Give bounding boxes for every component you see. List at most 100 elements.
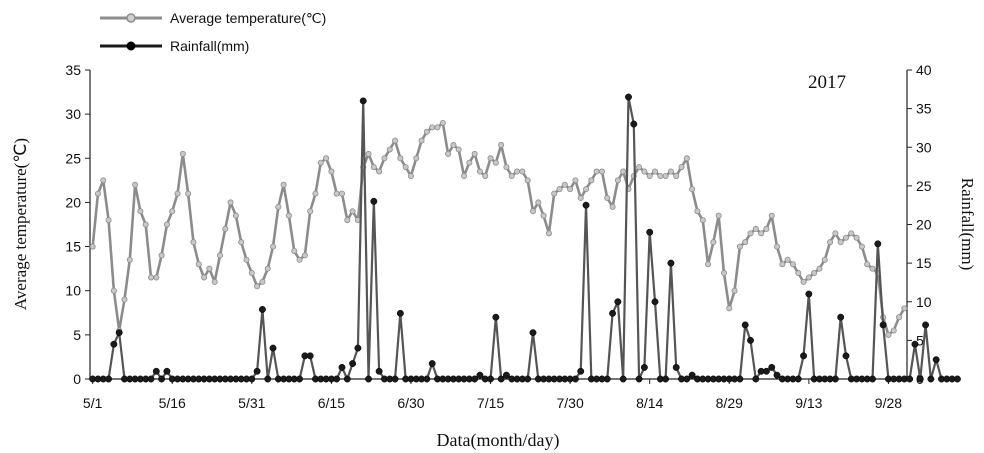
- rainfall-point: [773, 371, 781, 379]
- temperature-point: [779, 261, 786, 268]
- temperature-point: [641, 168, 648, 175]
- temperature-point: [190, 239, 197, 246]
- temperature-point: [604, 195, 611, 202]
- rainfall-point: [582, 201, 590, 209]
- rainfall-point: [752, 375, 760, 383]
- temperature-point: [689, 186, 696, 193]
- y-right-tick-label: 10: [916, 294, 932, 310]
- legend: Average temperature(℃) Rainfall(mm): [100, 10, 326, 54]
- temperature-point: [540, 212, 547, 219]
- temperature-point: [561, 181, 568, 188]
- rainfall-point: [503, 371, 510, 379]
- x-tick-label: 7/15: [477, 395, 504, 411]
- temperature-point: [429, 124, 436, 131]
- temperature-point: [434, 124, 441, 131]
- y-left-ticks: 0 5 10 15 20 25 30 35: [65, 62, 90, 387]
- temperature-point: [407, 172, 414, 179]
- temperature-point: [179, 150, 186, 157]
- rainfall-point: [343, 375, 351, 383]
- rainfall-point: [603, 375, 611, 383]
- temperature-point: [105, 217, 112, 224]
- rainfall-point: [922, 321, 930, 329]
- temperature-line: [91, 121, 906, 337]
- temperature-point: [455, 146, 462, 153]
- rainfall-point: [630, 120, 638, 128]
- temperature-point: [121, 296, 128, 303]
- temperature-point: [153, 274, 160, 281]
- temperature-point: [254, 283, 261, 290]
- rainfall-point: [916, 375, 924, 383]
- rainfall-point: [736, 375, 744, 383]
- temperature-point: [461, 172, 468, 179]
- temperature-point: [370, 164, 377, 171]
- temperature-point: [243, 256, 250, 263]
- rainfall-point: [492, 313, 500, 321]
- temperature-point: [492, 159, 499, 166]
- temperature-point: [323, 155, 330, 162]
- temperature-point: [853, 234, 860, 241]
- temperature-point: [132, 181, 139, 188]
- rainfall-point: [248, 375, 256, 383]
- y-left-tick-label: 35: [65, 62, 81, 78]
- temperature-point: [275, 203, 282, 210]
- temperature-point: [476, 168, 483, 175]
- rainfall-point: [625, 93, 632, 101]
- y-right-ticks: 0510152025303540: [907, 62, 932, 387]
- rainfall-point: [306, 352, 314, 360]
- temperature-point: [524, 177, 531, 184]
- temperature-point: [551, 190, 558, 197]
- rainfall-point: [869, 375, 876, 383]
- series-rainfall: [89, 93, 961, 383]
- rainfall-point: [614, 298, 622, 306]
- temperature-point: [439, 119, 446, 126]
- y-left-tick-label: 5: [73, 327, 81, 343]
- temperature-point: [142, 221, 149, 228]
- rainfall-point: [115, 329, 123, 337]
- rainfall-point: [253, 367, 261, 375]
- temperature-point: [519, 168, 526, 175]
- temperature-point: [577, 195, 584, 202]
- temperature-point: [657, 172, 664, 179]
- temperature-point: [148, 274, 155, 281]
- temperature-point: [466, 159, 473, 166]
- y-left-tick-label: 30: [65, 106, 81, 122]
- temperature-point: [673, 172, 680, 179]
- legend-temperature-marker: [126, 13, 136, 23]
- rainfall-point: [667, 259, 675, 267]
- rainfall-point: [609, 309, 617, 317]
- temperature-point: [869, 265, 876, 272]
- rainfall-point: [269, 344, 277, 352]
- rainfall-point: [953, 375, 961, 383]
- temperature-point: [620, 168, 627, 175]
- rainfall-point: [110, 340, 118, 348]
- temperature-point: [821, 256, 828, 263]
- y-right-tick-label: 30: [916, 139, 932, 155]
- temperature-point: [445, 150, 452, 157]
- x-tick-label: 5/1: [83, 395, 103, 411]
- temperature-point: [296, 256, 303, 263]
- temperature-point: [774, 243, 781, 250]
- temperature-point: [742, 239, 749, 246]
- temperature-point: [545, 230, 552, 237]
- temperature-point: [789, 261, 796, 268]
- temperature-point: [487, 155, 494, 162]
- temperature-point: [646, 172, 653, 179]
- year-label: 2017: [808, 72, 846, 93]
- temperature-point: [699, 217, 706, 224]
- temperature-point: [864, 261, 871, 268]
- rainfall-point: [396, 309, 404, 317]
- temperature-point: [471, 150, 478, 157]
- rainfall-point: [529, 329, 537, 337]
- temperature-point: [222, 225, 229, 232]
- rainfall-point: [258, 306, 266, 313]
- temperature-point: [805, 274, 812, 281]
- temperature-point: [280, 181, 287, 188]
- rainfall-point: [264, 375, 272, 383]
- temperature-point: [381, 155, 388, 162]
- rainfall-point: [640, 363, 648, 371]
- temperature-point: [211, 278, 218, 285]
- rainfall-point: [927, 375, 935, 383]
- temperature-point: [758, 230, 765, 237]
- rainfall-point: [794, 375, 802, 383]
